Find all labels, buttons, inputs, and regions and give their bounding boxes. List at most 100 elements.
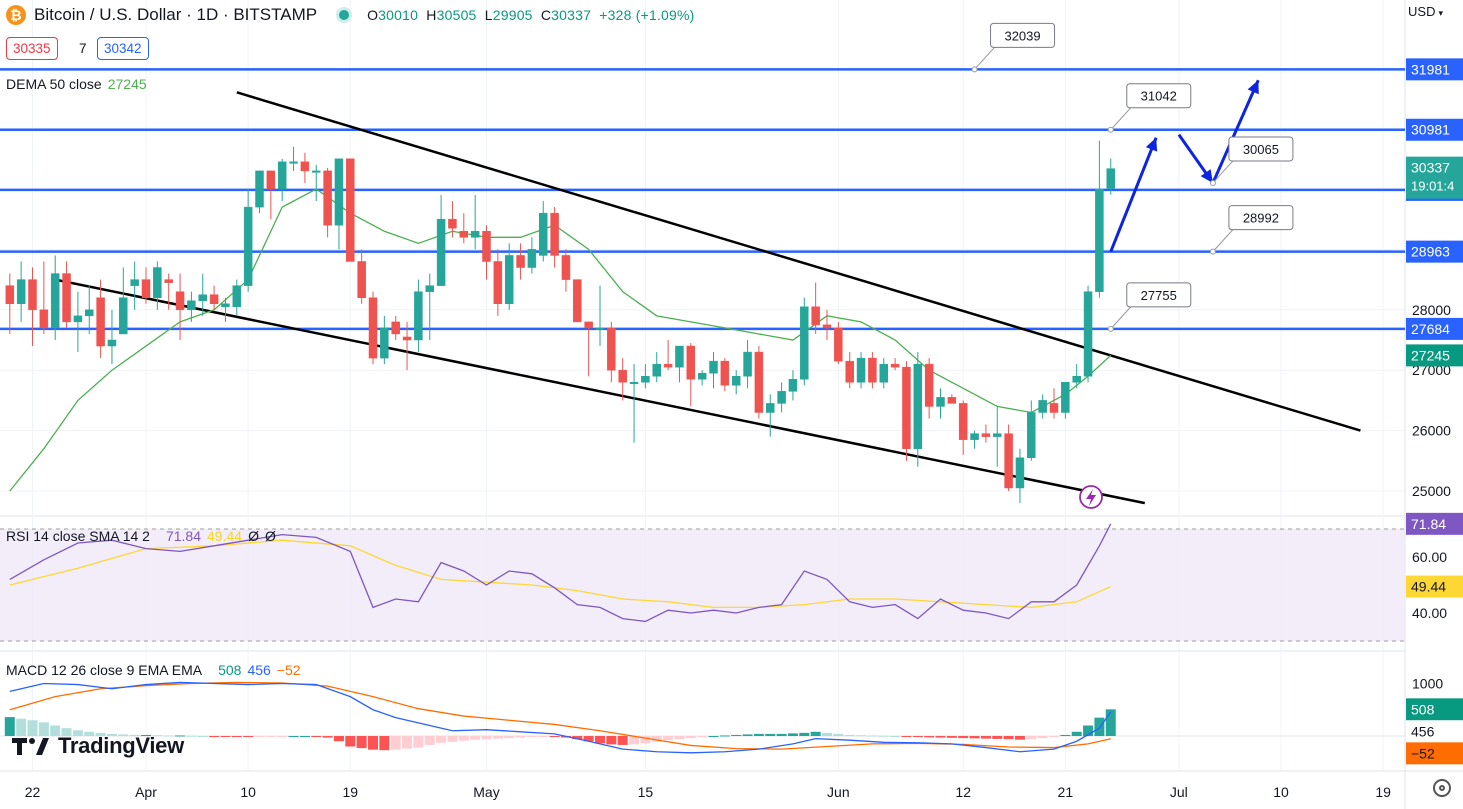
rsi-band	[0, 529, 1405, 641]
candle-body	[800, 306, 809, 380]
macd-histogram-bar	[402, 736, 413, 749]
ohlc-close: 30337	[551, 7, 592, 23]
dema-legend[interactable]: DEMA 50 close 27245	[6, 76, 147, 92]
candle-body	[652, 363, 661, 377]
candle-body	[62, 273, 71, 323]
candle-body	[516, 255, 525, 268]
price-level-badge-label: 28963	[1411, 244, 1450, 260]
x-tick-label: Jul	[1170, 784, 1188, 800]
candle	[175, 273, 185, 340]
candle	[629, 364, 639, 443]
candle	[890, 358, 900, 371]
settings-gear-icon[interactable]	[1433, 779, 1451, 797]
callout-leader	[1110, 306, 1132, 330]
candle-body	[380, 327, 389, 359]
candle-body	[834, 327, 843, 362]
candle	[1015, 448, 1025, 504]
macd-line-badge-label: 456	[1411, 723, 1435, 739]
macd-histogram-bar	[322, 736, 333, 738]
callout-box	[1228, 136, 1294, 162]
macd-histogram-bar	[50, 725, 61, 736]
candle-body	[913, 363, 923, 449]
macd-histogram-bar	[356, 736, 367, 749]
candle-body	[448, 218, 457, 229]
macd-histogram-bar	[674, 736, 685, 740]
rsi-line	[9, 523, 1112, 623]
rsi-tick-label: 60.00	[1412, 549, 1447, 565]
callout-leader	[1212, 160, 1234, 184]
candle-body	[936, 397, 945, 407]
macd-histogram-bar	[118, 734, 129, 736]
candle-body	[777, 391, 786, 404]
macd-histogram-bar	[265, 736, 276, 737]
current-price-badge	[1406, 156, 1463, 199]
candle	[709, 352, 718, 389]
candle-body	[1083, 291, 1093, 377]
dema-value: 27245	[107, 76, 147, 92]
macd-histogram-bar	[197, 736, 208, 737]
candle	[107, 309, 117, 365]
macd-histogram-value: 508	[218, 662, 242, 678]
ask-price-button[interactable]: 30342	[97, 37, 149, 60]
price-level-badge	[1406, 118, 1463, 141]
candle	[493, 249, 503, 316]
macd-histogram-bar	[106, 733, 117, 736]
macd-histogram-bar	[390, 736, 401, 750]
macd-histogram-bar	[288, 736, 299, 737]
macd-histogram-bar	[368, 736, 378, 750]
candle	[993, 406, 1002, 467]
macd-histogram-bar	[651, 736, 662, 742]
candle	[1061, 382, 1070, 419]
candle	[663, 340, 673, 371]
candle	[391, 315, 400, 340]
candle-body	[720, 360, 730, 386]
macd-histogram-bar	[254, 736, 265, 737]
candle	[947, 394, 957, 404]
x-tick-label: Apr	[135, 784, 157, 800]
tradingview-logo[interactable]: TradingView	[12, 733, 184, 759]
trend-line	[236, 91, 1361, 432]
macd-histogram-bar	[890, 736, 901, 737]
candle-body	[766, 403, 775, 413]
macd-histogram-bar	[1037, 736, 1048, 739]
price-level-badge	[1406, 317, 1463, 340]
candle-body	[743, 351, 752, 377]
currency-selector[interactable]: USD	[1408, 4, 1443, 19]
bid-price-button[interactable]: 30335	[6, 37, 58, 60]
candle-body	[459, 231, 469, 238]
x-tick-label: 15	[638, 784, 654, 800]
candle-body	[686, 345, 696, 380]
spread-value: 7	[79, 41, 87, 56]
macd-histogram-badge-label: 508	[1411, 701, 1435, 717]
candle-body	[357, 261, 366, 298]
candle	[28, 267, 37, 347]
symbol-title[interactable]: Bitcoin / U.S. Dollar · 1D · BITSTAMP	[34, 5, 318, 24]
callout-anchor	[1209, 248, 1216, 255]
candle	[1049, 388, 1059, 419]
macd-line	[9, 681, 1112, 754]
projection-arrow-head	[1200, 169, 1213, 183]
candle	[970, 430, 979, 449]
macd-histogram-bar	[663, 736, 674, 741]
candle	[1083, 285, 1093, 383]
macd-histogram-bar	[1105, 709, 1116, 736]
macd-legend[interactable]: MACD 12 26 close 9 EMA EMA 508 456 −52	[6, 662, 301, 678]
price-level-badge-label: 30981	[1411, 122, 1450, 138]
candle	[141, 267, 151, 304]
macd-histogram-bar	[595, 736, 605, 744]
candle-body	[1106, 168, 1115, 189]
candle-body	[550, 212, 559, 256]
candle	[96, 279, 105, 359]
candle-body	[879, 363, 888, 383]
price-level-badge	[1406, 58, 1463, 81]
candle-body	[709, 360, 718, 374]
macd-histogram-bar	[95, 732, 106, 736]
macd-histogram-bar	[844, 734, 855, 736]
ohlc-open-label: O	[367, 7, 379, 23]
rsi-legend[interactable]: RSI 14 close SMA 14 2 71.84 49.44 Ø Ø	[6, 528, 276, 544]
candle	[232, 279, 242, 316]
candle	[561, 249, 571, 292]
callout-box	[1126, 83, 1192, 109]
candle	[1072, 364, 1081, 389]
